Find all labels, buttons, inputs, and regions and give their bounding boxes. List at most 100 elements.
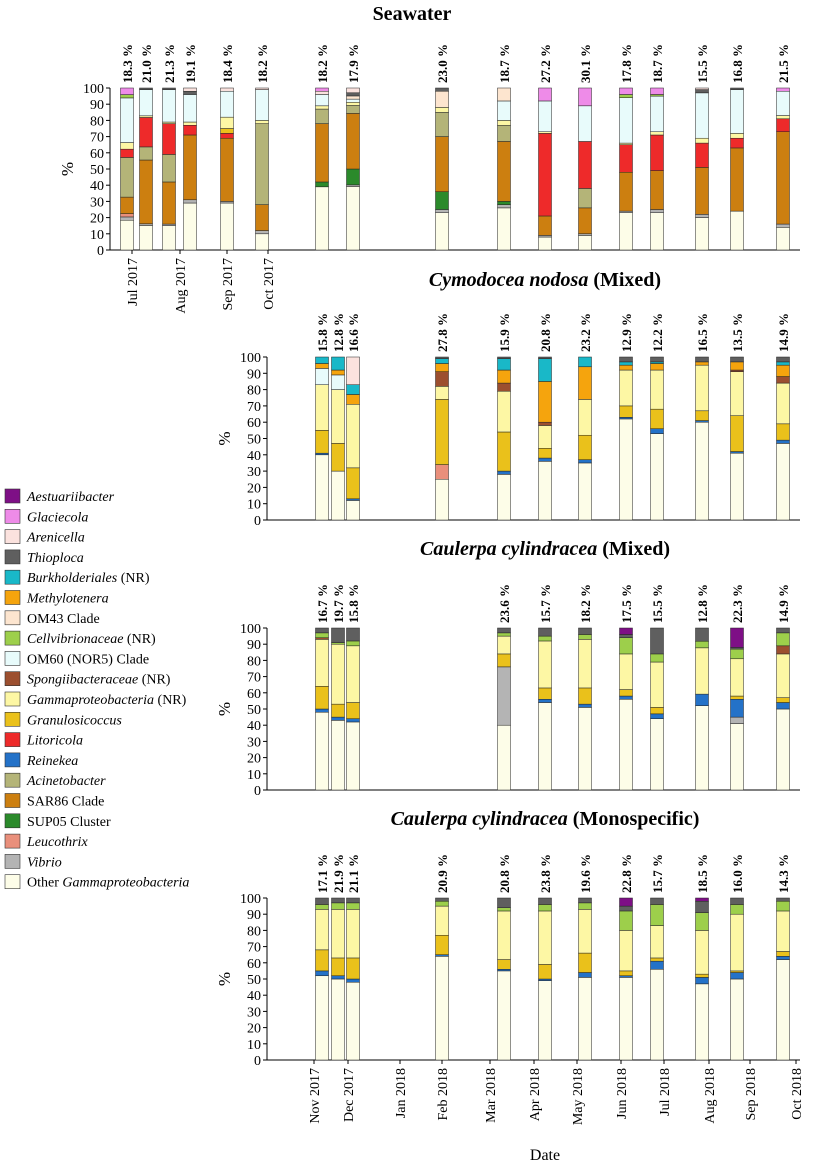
bar-segment-glac [120, 87, 134, 95]
bar-segment-thio [497, 356, 511, 359]
bar-segment-gran [435, 399, 449, 465]
bar-segment-sar86 [578, 207, 592, 235]
bar-segment-gran [776, 423, 790, 441]
bar-segment-glac [315, 87, 329, 92]
legend-label-other: Other Gammaproteobacteria [27, 876, 189, 891]
bar-segment-om60 [497, 100, 511, 121]
bar-segment-acin [315, 108, 329, 124]
percent-label: 17.5 % [619, 584, 634, 623]
legend-item-thio: Thioploca [4, 549, 84, 566]
x-tick-label: Oct 2018 [790, 1068, 805, 1120]
bar-segment-cell [497, 907, 511, 912]
bar-segment-sar86 [139, 159, 153, 225]
bar-2017-11 [315, 897, 329, 1061]
legend: Aestuariibacter Glaciecola Arenicella Thiop… [4, 488, 189, 891]
bar-segment-burk [346, 384, 360, 395]
bar-segment-aest [619, 627, 633, 635]
bar-segment-gran [331, 703, 345, 718]
bar-segment-other [730, 723, 744, 791]
bar-segment-gran [315, 430, 329, 454]
y-tick-label: 40 [247, 449, 261, 464]
percent-label: 18.2 % [315, 44, 330, 83]
percent-label: 20.9 % [435, 854, 450, 893]
legend-label-gamn: Gammaproteobacteria (NR) [27, 693, 187, 708]
bar-segment-vibr [120, 216, 134, 221]
percent-label: 14.9 % [776, 313, 791, 352]
x-axis-title: Date [530, 1147, 560, 1164]
bar-segment-aren [695, 87, 709, 90]
bar-segment-gran [220, 128, 234, 134]
legend-item-cell: Cellvibrionaceae (NR) [4, 630, 156, 647]
y-tick-label: 60 [90, 147, 104, 162]
legend-label-cell: Cellvibrionaceae (NR) [27, 632, 156, 647]
bar-segment-om60 [346, 98, 360, 103]
y-tick-label: 80 [247, 384, 261, 399]
bar-segment-om60 [578, 105, 592, 142]
bar-segment-aest [619, 897, 633, 907]
bar-segment-cell [730, 904, 744, 915]
bar-segment-gran [695, 973, 709, 978]
bar-segment-cell [695, 912, 709, 931]
legend-item-om43: OM43 Clade [4, 610, 100, 627]
bar-segment-other [650, 433, 664, 521]
bar-segment-aren [255, 87, 269, 90]
y-tick-label: 50 [247, 703, 261, 718]
bar-segment-om60 [650, 95, 664, 132]
bar-segment-lito [220, 133, 234, 139]
bar-segment-burk [331, 356, 345, 371]
bar-segment-gran [776, 951, 790, 957]
bar-segment-om60 [695, 92, 709, 139]
bar-segment-meth [497, 369, 511, 384]
bar-segment-other [650, 212, 664, 251]
y-tick-label: 60 [247, 687, 261, 702]
bar-segment-other [120, 219, 134, 251]
percent-label: 23.0 % [435, 44, 450, 83]
x-tick-label: Mar 2018 [484, 1068, 499, 1123]
bar-segment-gran [538, 687, 552, 700]
legend-swatch-other [4, 874, 21, 890]
bar-segment-thio [346, 92, 360, 97]
bar-segment-lito [538, 133, 552, 217]
x-tick-label: Sep 2018 [744, 1068, 759, 1121]
percent-label: 12.8 % [331, 313, 346, 352]
bar-segment-om60 [139, 89, 153, 117]
bar-segment-gamn [650, 925, 664, 959]
bar-segment-gamn [650, 131, 664, 136]
bar-2018-10 [776, 87, 790, 251]
bar-segment-sar86 [162, 181, 176, 225]
bar-segment-spon [497, 382, 511, 392]
bar-segment-cell [730, 648, 744, 660]
y-tick-label: 100 [240, 351, 261, 366]
bar-segment-other [730, 452, 744, 521]
bar-segment-aren [346, 87, 360, 94]
bar-segment-gamn [497, 910, 511, 960]
bar-segment-acin [139, 146, 153, 161]
bar-2017-10 [255, 87, 269, 251]
bar-segment-other [619, 418, 633, 521]
bar-segment-thio [619, 356, 633, 363]
bar-segment-om60 [331, 374, 345, 390]
bar-segment-rein [346, 978, 360, 983]
bar-segment-other [435, 212, 449, 251]
bar-2017-11 [315, 87, 329, 251]
bar-segment-thio [435, 356, 449, 359]
percent-label: 21.3 % [162, 44, 177, 83]
y-tick-label: 80 [247, 654, 261, 669]
percent-label: 15.5 % [650, 584, 665, 623]
bar-segment-cell [538, 635, 552, 642]
bar-segment-acin [435, 112, 449, 137]
bar-segment-gamn [331, 389, 345, 444]
legend-swatch-gran [4, 711, 21, 727]
bar-segment-gran [331, 957, 345, 977]
bar-segment-other [497, 724, 511, 791]
bar-segment-gamn [331, 643, 345, 705]
percent-label: 19.6 % [578, 854, 593, 893]
bar-2017-09 [220, 87, 234, 251]
y-tick-label: 50 [247, 433, 261, 448]
bar-segment-other [776, 443, 790, 521]
percent-label: 15.7 % [538, 584, 553, 623]
bar-segment-other [538, 461, 552, 521]
panel-title: Caulerpa cylindracea (Mixed) [420, 538, 670, 560]
bar-segment-lito [578, 141, 592, 189]
